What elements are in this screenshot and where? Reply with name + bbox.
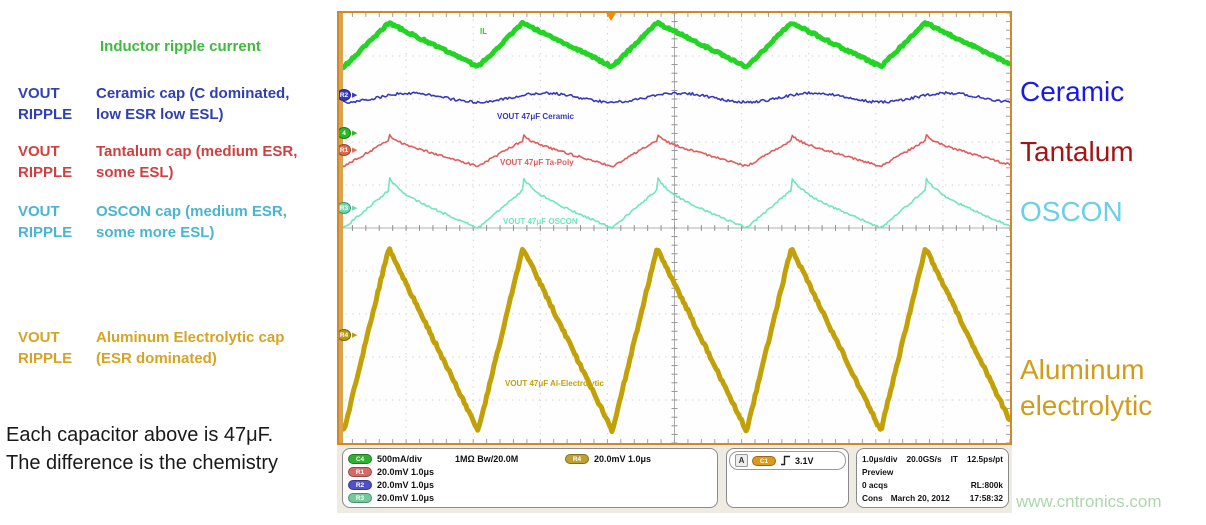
oscilloscope-screenshot: IL VOUT 47μF Ceramic VOUT 47μF Ta-Poly VOUT… [337,11,1012,513]
trace-R3 [339,176,1010,230]
acq-status: Preview [862,466,894,477]
label-oscon: OSCON [1020,196,1123,227]
channel-marker-arrow-icon: ▶ [352,129,358,137]
label-tantalum: Tantalum [1020,136,1134,167]
readout-row-r2: R2 20.0mV 1.0μs [348,478,717,491]
channel-marker-dot: 4 [339,127,351,139]
channel-pill-r3: R3 [348,492,372,503]
trace-C4 [339,19,1010,71]
annotation-tantalum: VOUT RIPPLE Tantalum cap (medium ESR, some… [18,143,298,181]
trigger-level: 3.1V [795,455,814,466]
channel-marker-dot: R4 [339,329,351,341]
record-length: RL:800k [970,479,1003,490]
c4-scale: 500mA/div [377,453,423,464]
time-per-div: 1.0μs/div [862,453,898,464]
annotation-aluminum: VOUT RIPPLE Aluminum Electrolytic cap (ESR… [18,329,285,367]
channel-marker-r3: R3 ▶ [339,202,358,214]
trigger-mode: A [735,454,748,467]
waveform-plot [339,13,1010,443]
acq-mode: IT [950,453,958,464]
r2-scale: 20.0mV 1.0μs [377,479,435,490]
trace-label-r4: VOUT 47μF Al-Electrolytic [505,379,604,388]
annotation-ceramic: VOUT RIPPLE Ceramic cap (C dominated, low … [18,85,290,123]
graticule-left-rail [339,13,343,443]
channel-marker-arrow-icon: ▶ [352,91,358,99]
label-inductor-ripple-current: Inductor ripple current [100,38,261,55]
channel-marker-dot: R1 [339,144,351,156]
scope-display: IL VOUT 47μF Ceramic VOUT 47μF Ta-Poly VOUT… [337,11,1012,445]
readout-row-c4: C4 500mA/div 1MΩ Bw/20.0M R4 20.0mV 1.0μ… [348,452,717,465]
scope-readout-panel: C4 500mA/div 1MΩ Bw/20.0M R4 20.0mV 1.0μ… [337,445,1012,513]
trace-R2 [339,91,1010,105]
cons-label: Cons [862,492,883,503]
readout-row-r3: R3 20.0mV 1.0μs [348,491,717,504]
trace-R4 [339,246,1010,435]
acq-count: 0 acqs [862,479,888,490]
trigger-position-icon [606,13,616,21]
trace-label-r1: VOUT 47μF Ta-Poly [500,158,574,167]
channel-pill-r2: R2 [348,479,372,490]
trace-label-r3: VOUT 47μF OSCON [503,217,578,226]
trigger-readout: A C1 3.1V [726,448,849,508]
sample-rate: 20.0GS/s [906,453,942,464]
annotation-oscon: VOUT RIPPLE OSCON cap (medium ESR, some mo… [18,203,287,241]
channel-marker-arrow-icon: ▶ [352,146,358,154]
label-ceramic: Ceramic [1020,76,1125,107]
channel-marker-dot: R3 [339,202,351,214]
timebase-row-1: 1.0μs/div 20.0GS/s IT 12.5ps/pt [862,452,1003,465]
channel-marker-r2: R2 ▶ [339,89,358,101]
trigger-source-pill: C1 [752,455,776,466]
c4-impedance-bandwidth: 1MΩ Bw/20.0M [455,453,519,464]
label-aluminum-electrolytic: Aluminum electrolytic [1020,354,1153,421]
channel-pill-r4: R4 [565,453,589,464]
resolution: 12.5ps/pt [967,453,1003,464]
time: 17:58:32 [969,492,1003,503]
channel-marker-4: 4 ▶ [339,127,358,139]
channel-marker-dot: R2 [339,89,351,101]
trace-R1 [339,133,1010,168]
timebase-row-3: 0 acqs RL:800k [862,478,1003,491]
r1-scale: 20.0mV 1.0μs [377,466,435,477]
readout-row-r1: R1 20.0mV 1.0μs [348,465,717,478]
channel-marker-r1: R1 ▶ [339,144,358,156]
channel-readouts: C4 500mA/div 1MΩ Bw/20.0M R4 20.0mV 1.0μ… [342,448,718,508]
trigger-settings: A C1 3.1V [729,451,846,470]
channel-marker-arrow-icon: ▶ [352,204,358,212]
r3-scale: 20.0mV 1.0μs [377,492,435,503]
channel-marker-arrow-icon: ▶ [352,331,358,339]
channel-marker-r4: R4 ▶ [339,329,358,341]
watermark: www.cntronics.com [1016,492,1162,511]
date: March 20, 2012 [890,492,950,503]
timebase-row-2: Preview [862,465,1003,478]
channel-pill-r1: R1 [348,466,372,477]
timebase-row-4: Cons March 20, 2012 17:58:32 [862,491,1003,504]
trace-label-r2: VOUT 47μF Ceramic [497,112,574,121]
trace-label-c4: IL [480,27,488,36]
r4-scale: 20.0mV 1.0μs [594,453,652,464]
footnote: Each capacitor above is 47μF. The differ… [6,424,278,474]
channel-pill-c4: C4 [348,453,372,464]
timebase-readout: 1.0μs/div 20.0GS/s IT 12.5ps/pt Preview … [856,448,1009,508]
rising-edge-icon [781,455,790,466]
